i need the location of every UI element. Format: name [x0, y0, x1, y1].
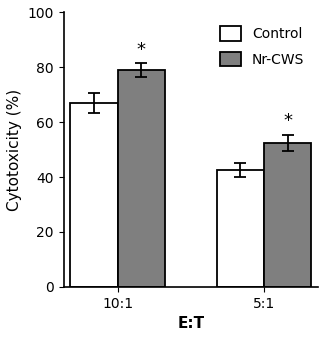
Bar: [70, 103, 118, 287]
Legend: Control, Nr-CWS: Control, Nr-CWS: [213, 19, 311, 74]
Text: *: *: [283, 113, 292, 130]
Text: *: *: [137, 41, 146, 59]
Bar: [217, 170, 264, 287]
Y-axis label: Cytotoxicity (%): Cytotoxicity (%): [7, 89, 22, 211]
Bar: [264, 143, 311, 287]
X-axis label: E:T: E:T: [177, 316, 204, 331]
Bar: [118, 70, 165, 287]
